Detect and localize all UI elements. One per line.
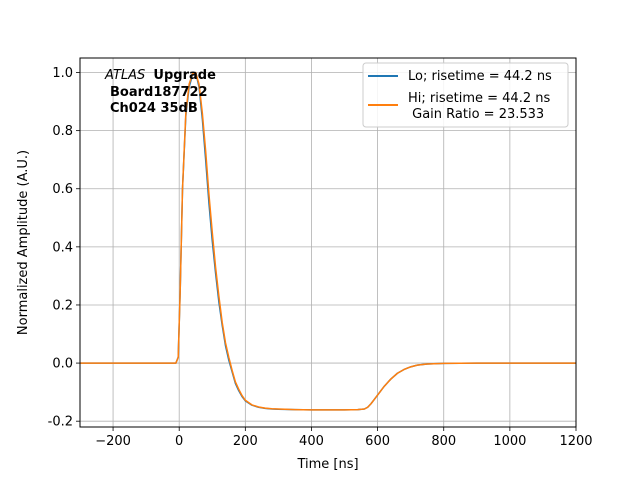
x-axis-label: Time [ns] [296,457,358,472]
x-tick-label: 600 [365,434,390,449]
annotation-upgrade: Upgrade [153,68,216,83]
legend-box [362,62,569,128]
x-tick-label: −200 [95,434,131,449]
annotation-atlas: ATLAS [104,68,145,83]
y-tick-label: 0.6 [52,182,73,197]
x-tick-label: 0 [175,434,183,449]
y-tick-label: 0.2 [52,298,73,313]
x-tick-label: 800 [431,434,456,449]
annotation-channel: Ch024 35dB [110,101,198,116]
y-tick-label: -0.2 [48,415,73,430]
x-tick-label: 1000 [493,434,526,449]
x-tick-label: 200 [233,434,258,449]
series-layer [80,71,576,411]
annotation-board: Board187722 [110,85,208,100]
y-axis-label: Normalized Amplitude (A.U.) [16,150,31,335]
y-axis-ticks: -0.2 0.0 0.2 0.4 0.6 0.8 1.0 [48,66,80,430]
x-tick-label: 1200 [559,434,592,449]
plot-frame [79,57,577,428]
x-axis-ticks: −200 0 200 400 600 800 1000 1200 [95,427,593,449]
y-tick-label: 0.8 [52,124,73,139]
legend-entry-lo: Lo; risetime = 44.2 ns [408,69,552,84]
legend: Lo; risetime = 44.2 ns Hi; risetime = 44… [362,62,569,128]
y-tick-label: 1.0 [52,66,73,81]
series-line-hi [80,71,576,411]
legend-entry-hi: Hi; risetime = 44.2 ns Gain Ratio = 23.5… [408,91,550,122]
svg-text:ATLAS Upgrade: ATLAS Upgrade [104,68,216,83]
y-tick-label: 0.0 [52,357,73,372]
x-tick-label: 400 [299,434,324,449]
y-tick-label: 0.4 [52,240,73,255]
annotation: ATLAS Upgrade Board187722 Ch024 35dB [104,68,216,116]
